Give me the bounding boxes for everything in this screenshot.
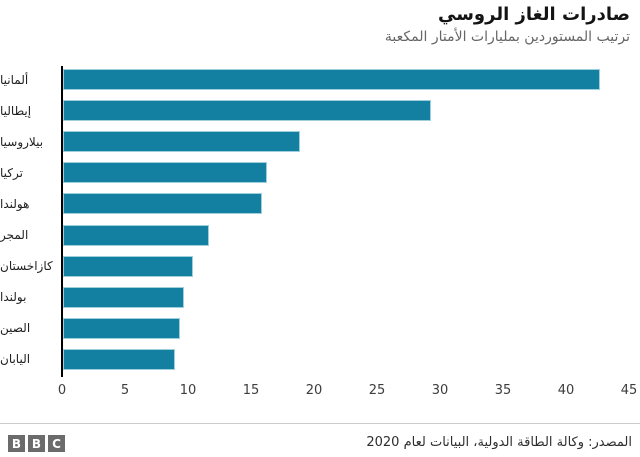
bar-track — [63, 219, 640, 250]
bar-track — [63, 188, 640, 219]
category-label: ألمانيا — [0, 72, 29, 87]
bar — [63, 162, 268, 184]
x-tick-label: 5 — [120, 383, 130, 398]
x-tick-label: 15 — [242, 383, 260, 398]
category-label: كازاخستان — [0, 259, 53, 274]
source-text: المصدر: وكالة الطاقة الدولية، البيانات ل… — [366, 435, 632, 450]
bar-track — [63, 64, 640, 95]
bar — [63, 224, 210, 246]
bar — [63, 348, 176, 370]
chart-row: بيلاروسيا — [0, 126, 640, 157]
chart-row: المجر — [0, 219, 640, 250]
bar — [63, 100, 431, 122]
footer-divider — [0, 423, 640, 424]
x-tick-label: 45 — [620, 383, 638, 398]
bar — [63, 193, 263, 215]
chart-subtitle: ترتيب المستوردين بمليارات الأمتار المكعب… — [384, 29, 630, 45]
x-tick-label: 0 — [57, 383, 67, 398]
category-label: الصين — [0, 321, 31, 336]
category-label: هولندا — [0, 196, 30, 211]
bar-chart: ألمانيا إيطاليا بيلاروسيا تركيا هولندا المجر ك… — [0, 64, 640, 377]
x-tick-label: 30 — [431, 383, 449, 398]
chart-row: كازاخستان — [0, 251, 640, 282]
bar — [63, 317, 181, 339]
bar-track — [63, 157, 640, 188]
bar-track — [63, 95, 640, 126]
y-axis-line — [61, 66, 63, 377]
bbc-logo-letter: C — [48, 435, 65, 452]
bar — [63, 286, 184, 308]
bbc-logo-letter: B — [8, 435, 25, 452]
chart-row: هولندا — [0, 188, 640, 219]
chart-row: تركيا — [0, 157, 640, 188]
bar-track — [63, 126, 640, 157]
bar — [63, 69, 600, 91]
x-axis-tick-labels: 0 5 10 15 20 25 30 35 40 45 — [0, 383, 640, 399]
category-label: إيطاليا — [0, 103, 32, 118]
x-tick-label: 35 — [494, 383, 512, 398]
x-tick-label: 20 — [305, 383, 323, 398]
bbc-logo-letter: B — [28, 435, 45, 452]
x-tick-label: 10 — [179, 383, 197, 398]
chart-row: بولندا — [0, 282, 640, 313]
x-tick-label: 40 — [557, 383, 575, 398]
bar-rows: ألمانيا إيطاليا بيلاروسيا تركيا هولندا المجر ك… — [0, 64, 640, 375]
chart-row: اليابان — [0, 344, 640, 375]
x-tick-label: 25 — [368, 383, 386, 398]
category-label: المجر — [0, 228, 29, 243]
bar-track — [63, 251, 640, 282]
category-label: بيلاروسيا — [0, 134, 44, 149]
bar — [63, 131, 300, 153]
bar — [63, 255, 193, 277]
bar-track — [63, 282, 640, 313]
bar-track — [63, 344, 640, 375]
chart-title: صادرات الغاز الروسي — [438, 4, 630, 25]
chart-row: الصين — [0, 313, 640, 344]
category-label: تركيا — [0, 165, 23, 180]
category-label: اليابان — [0, 352, 31, 367]
category-label: بولندا — [0, 290, 27, 305]
bar-track — [63, 313, 640, 344]
chart-row: إيطاليا — [0, 95, 640, 126]
chart-row: ألمانيا — [0, 64, 640, 95]
